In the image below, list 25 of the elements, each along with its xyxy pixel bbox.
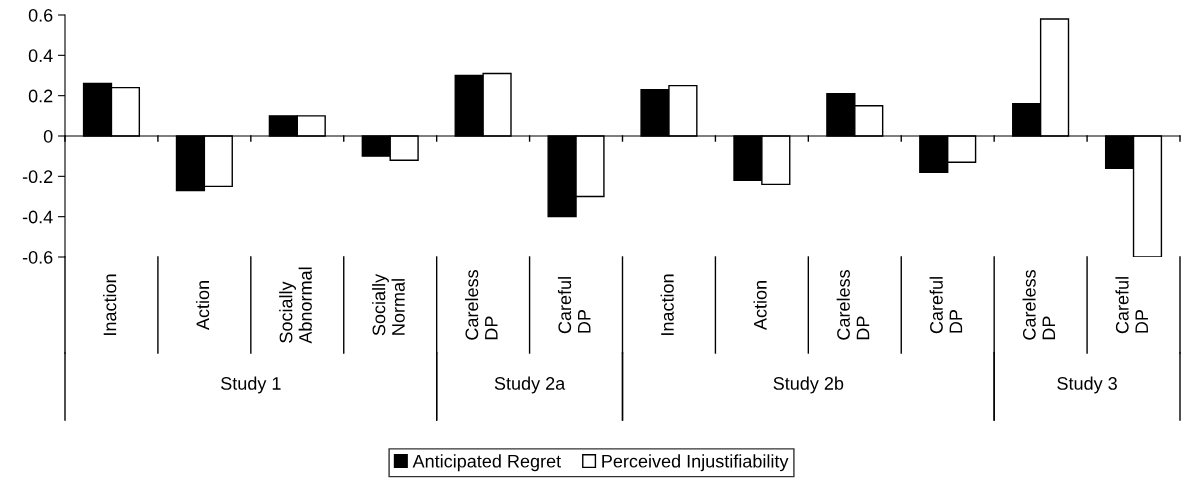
- x-tick-label: Careful DP: [557, 277, 591, 334]
- y-tick-label: 0.6: [28, 8, 53, 22]
- x-tick-label: Careless DP: [464, 270, 498, 340]
- legend-label: Perceived Injustifiability: [602, 454, 789, 472]
- y-tick-label: -0.6: [22, 250, 53, 264]
- y-tick-label: 0.2: [28, 89, 53, 103]
- x-tick-label: Socially Normal: [372, 273, 405, 336]
- y-tick-label: -0.4: [22, 210, 53, 224]
- x-tick-label: Careful DP: [1115, 277, 1148, 334]
- x-tick-label: Careful DP: [929, 277, 963, 334]
- x-tick-label: Inaction: [660, 274, 674, 335]
- text: Study 1: [221, 376, 281, 394]
- text: Study 3: [1057, 376, 1117, 394]
- x-tick-label: Careless DP: [1022, 270, 1056, 340]
- text: Study 2b: [773, 376, 844, 394]
- y-tick-label: 0.4: [28, 49, 53, 63]
- x-tick-label: Inaction: [103, 274, 117, 335]
- x-tick-label: Socially Abnormal: [279, 267, 312, 344]
- y-tick-label: 0: [43, 129, 53, 143]
- x-tick-label: Action: [753, 281, 767, 331]
- x-tick-label: Careless DP: [836, 270, 870, 340]
- text: Study 2a: [494, 376, 566, 394]
- y-tick-label: -0.2: [22, 170, 53, 184]
- x-tick-label: Action: [195, 281, 210, 331]
- legend-label: Anticipated Regret: [412, 454, 561, 472]
